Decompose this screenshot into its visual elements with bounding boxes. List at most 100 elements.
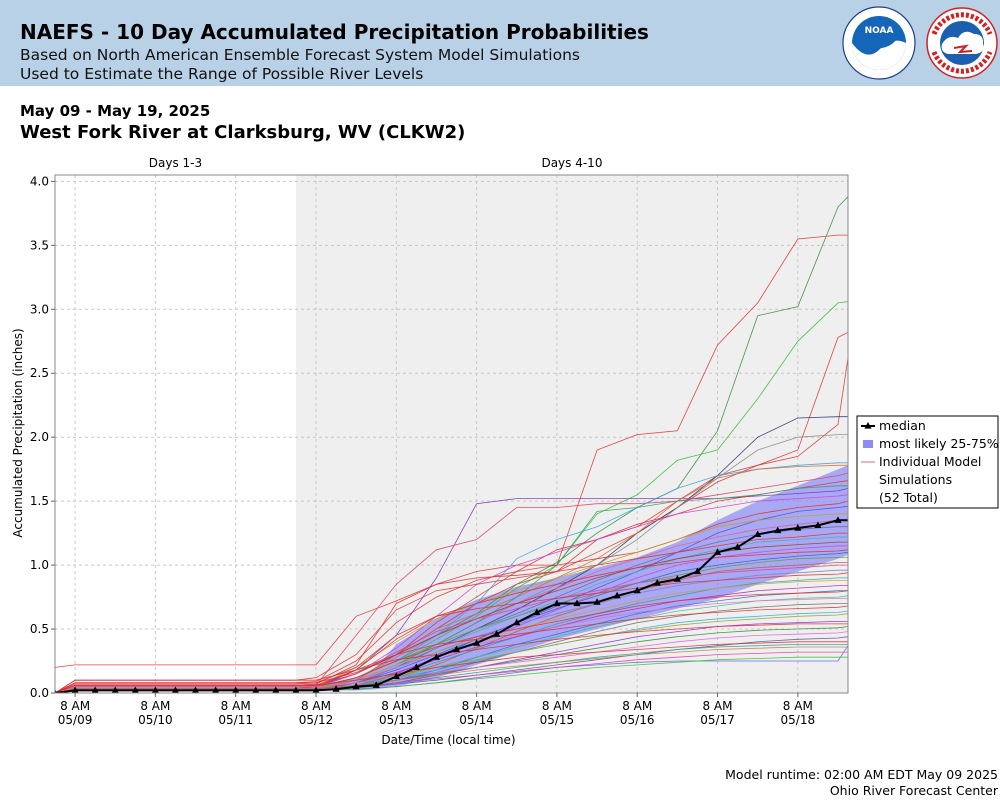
y-tick-label-5: 2.5 (30, 366, 49, 380)
median-marker (472, 639, 481, 646)
y-tick-label-4: 2.0 (30, 430, 49, 444)
legend-entry-1: most likely 25-75% (879, 436, 999, 451)
x-tick-date-6: 05/15 (540, 713, 575, 727)
median-marker (252, 686, 260, 693)
y-tick-label-3: 1.5 (30, 494, 49, 508)
y-tick-label-1: 0.5 (30, 622, 49, 636)
legend-entry-0: median (879, 418, 926, 433)
date-range: May 09 - May 19, 2025 (20, 102, 211, 120)
y-tick-label-7: 3.5 (30, 238, 49, 252)
legend-entry-3: Simulations (879, 472, 952, 487)
forecast-center: Ohio River Forecast Center (829, 783, 998, 798)
median-marker (432, 653, 441, 660)
median-marker (55, 689, 58, 693)
x-tick-time-5: 8 AM (462, 699, 492, 713)
median-marker (814, 521, 822, 529)
median-marker (332, 685, 340, 692)
plot-area (55, 196, 848, 693)
member-line-43 (55, 623, 848, 693)
member-line-15 (55, 500, 848, 693)
x-tick-date-3: 05/12 (299, 713, 334, 727)
x-tick-time-3: 8 AM (301, 699, 331, 713)
median-marker (633, 586, 641, 594)
median-marker (111, 686, 119, 693)
median-marker (412, 663, 420, 671)
x-tick-date-1: 05/10 (138, 713, 173, 727)
median-marker (553, 599, 561, 607)
noaa-logo: NOAA (842, 6, 916, 80)
page-title: NAEFS - 10 Day Accumulated Precipitation… (20, 20, 649, 44)
median-marker (272, 686, 280, 693)
y-tick-label-0: 0.0 (30, 686, 49, 700)
page-subtitle-1: Based on North American Ensemble Forecas… (20, 46, 580, 64)
y-axis-title: Accumulated Precipitation (inches) (11, 328, 25, 537)
x-tick-time-1: 8 AM (140, 699, 170, 713)
median-marker (171, 686, 180, 693)
median-marker (834, 516, 842, 523)
member-line-20 (55, 532, 848, 693)
median-marker (372, 681, 380, 688)
x-tick-date-0: 05/09 (58, 713, 93, 727)
median-marker (452, 645, 461, 653)
median-marker (91, 686, 99, 693)
y-tick-label-8: 4.0 (30, 174, 49, 188)
median-marker (493, 630, 501, 637)
median-marker (774, 526, 782, 534)
median-marker (653, 579, 661, 586)
median-marker (71, 686, 79, 693)
x-tick-time-2: 8 AM (221, 699, 251, 713)
y-tick-label-2: 1.0 (30, 558, 49, 572)
legend-box (856, 415, 999, 509)
legend-entry-2: Individual Model (879, 454, 981, 469)
model-runtime: Model runtime: 02:00 AM EDT May 09 2025 (725, 767, 998, 782)
member-line-45 (55, 631, 848, 693)
median-marker (733, 543, 742, 550)
median-marker (754, 530, 762, 538)
legend-swatch-median-marker (864, 422, 872, 429)
median-marker (613, 591, 621, 599)
member-line-1 (55, 234, 848, 668)
x-tick-time-8: 8 AM (702, 699, 732, 713)
x-tick-date-7: 05/16 (620, 713, 655, 727)
x-tick-time-7: 8 AM (622, 699, 652, 713)
median-marker (693, 567, 702, 575)
svg-text:NOAA: NOAA (865, 26, 894, 36)
plot-frame (54, 174, 849, 694)
legend (856, 415, 999, 509)
median-marker (673, 575, 681, 582)
x-tick-date-2: 05/11 (218, 713, 253, 727)
member-line-47 (55, 641, 848, 693)
period-label-0: Days 1-3 (149, 156, 202, 170)
legend-entry-4: (52 Total) (879, 490, 938, 505)
page-subtitle-2: Used to Estimate the Range of Possible R… (20, 65, 424, 83)
x-tick-time-0: 8 AM (60, 699, 90, 713)
x-tick-date-9: 05/18 (781, 713, 816, 727)
x-tick-time-9: 8 AM (783, 699, 813, 713)
member-line-39 (55, 605, 848, 693)
median-marker (312, 686, 320, 693)
median-marker (212, 686, 220, 693)
x-tick-time-4: 8 AM (381, 699, 411, 713)
median-marker (533, 608, 541, 616)
x-tick-date-5: 05/14 (459, 713, 494, 727)
legend-swatch-band (863, 440, 873, 448)
nws-logo (926, 7, 998, 79)
member-line-50 (55, 646, 848, 693)
median-marker (573, 599, 581, 607)
median-marker (593, 598, 601, 605)
member-line-51 (55, 651, 848, 693)
median-marker (392, 672, 400, 679)
y-tick-label-6: 3.0 (30, 302, 49, 316)
median-marker (292, 686, 300, 693)
median-marker (513, 618, 521, 626)
median-marker (131, 686, 139, 693)
station-name: West Fork River at Clarksburg, WV (CLKW2… (20, 122, 466, 143)
median-marker (794, 524, 802, 531)
median-marker (151, 686, 159, 693)
median-marker (352, 682, 360, 690)
median-marker (232, 686, 240, 693)
x-tick-time-6: 8 AM (542, 699, 572, 713)
page-header: NAEFS - 10 Day Accumulated Precipitation… (0, 0, 1000, 86)
period-label-1: Days 4-10 (541, 156, 602, 170)
